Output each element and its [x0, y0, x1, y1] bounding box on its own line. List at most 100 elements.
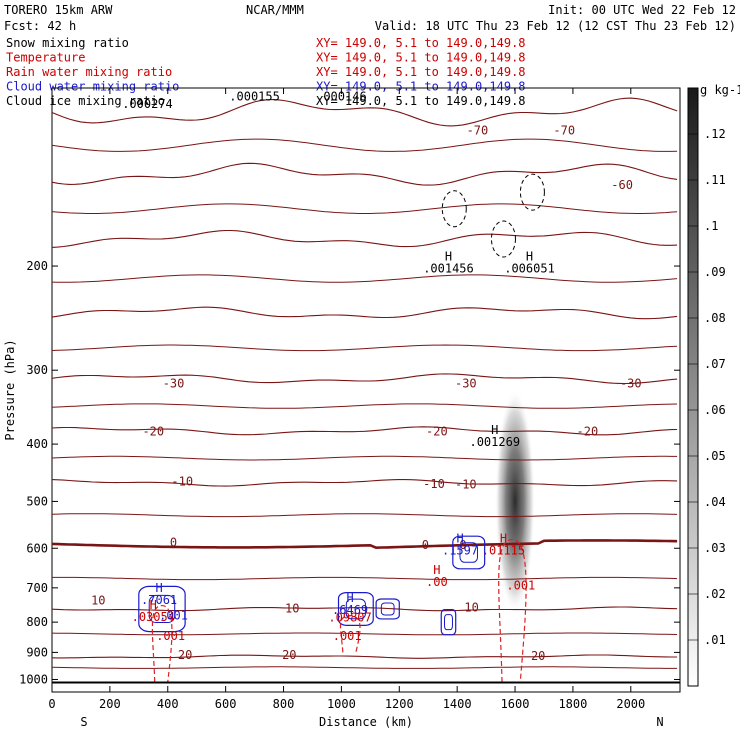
isotherm-label: -70	[467, 124, 489, 138]
isotherm-intermediate	[51, 632, 678, 636]
y-tick-label: 300	[26, 363, 48, 377]
x-tick-label: 1000	[327, 697, 356, 711]
isotherm-label: 0	[459, 538, 466, 552]
isotherm-label: -70	[553, 124, 575, 138]
isotherm-label: -30	[620, 377, 642, 391]
extremum-value: .1597	[442, 544, 478, 558]
isotherm-label: 0	[422, 538, 429, 552]
isotherm-label: -30	[163, 377, 185, 391]
cloud-water-contour	[138, 585, 186, 633]
isotherm--30	[51, 373, 678, 385]
colorbar-unit: g kg-1	[700, 83, 740, 97]
y-axis-label: Pressure (hPa)	[3, 339, 17, 440]
cloud-water-contour	[375, 598, 400, 620]
isotherm-intermediate	[52, 576, 678, 581]
x-tick-label: 1600	[501, 697, 530, 711]
extremum-value: .7061	[141, 593, 177, 607]
extremum-value: .001	[159, 609, 188, 623]
rain-water-contour	[151, 604, 173, 683]
extremum-value: .03054	[132, 610, 175, 624]
isotherm--50	[51, 229, 678, 248]
extremum-value: .001	[156, 629, 185, 643]
cloud-water-contour-inner	[444, 614, 453, 631]
x-tick-label: 400	[157, 697, 179, 711]
x-tick-label: 800	[273, 697, 295, 711]
colorbar-label: .03	[704, 541, 726, 555]
extremum-value: .6469	[332, 603, 368, 617]
y-tick-label: 900	[26, 645, 48, 659]
x-tick-label: 1200	[385, 697, 414, 711]
isotherm-label: 20	[282, 648, 296, 662]
legend-entry-name: Temperature	[6, 51, 85, 65]
extremum-marker: H	[445, 249, 452, 263]
forecast-hour: Fcst: 42 h	[4, 19, 76, 33]
legend: Snow mixing ratio XY= 149.0, 5.1 to 149.0…	[6, 36, 526, 108]
extremum-value: .001	[506, 578, 535, 592]
colorbar: .01 .02 .03 .04 .05 .06 .07 .08 .09 .1 .11 .12 g kg-…	[687, 83, 740, 687]
extremum-marker: H	[150, 598, 157, 612]
axes: 0 200 400 600 800 1000 1200 1400 1600 1800 2000200…	[19, 88, 680, 711]
legend-entry-xy: XY= 149.0, 5.1 to 149.0,149.8	[316, 94, 526, 108]
extremum-value: .006051	[504, 261, 555, 275]
isotherm--60	[51, 162, 678, 186]
extremum-value: .001	[333, 629, 362, 643]
isotherm-label: -10	[455, 477, 477, 491]
isotherm-label: -60	[611, 178, 633, 192]
isotherm-intermediate	[51, 403, 678, 409]
colorbar-label: .04	[704, 495, 726, 509]
isotherm-intermediate	[51, 344, 678, 352]
snow-shading	[495, 389, 536, 614]
extremum-value: .01115	[482, 544, 525, 558]
extremum-value: .09807	[328, 611, 371, 625]
y-tick-label: 400	[26, 437, 48, 451]
rain-water-contour	[498, 538, 527, 683]
isotherm-label: 20	[531, 649, 545, 663]
extremum-value: .000146	[316, 90, 367, 104]
extremum-marker: H	[155, 581, 162, 595]
legend-entry-xy: XY= 149.0, 5.1 to 149.0,149.8	[316, 36, 526, 50]
colorbar-label: .08	[704, 311, 726, 325]
cloud-water-contour	[440, 609, 457, 636]
isotherm-intermediate	[51, 203, 678, 214]
isotherm-0	[51, 539, 678, 550]
isotherm--20	[51, 426, 678, 436]
y-tick-label: 800	[26, 615, 48, 629]
isotherm-10	[51, 606, 678, 612]
legend-entry-name: Snow mixing ratio	[6, 36, 129, 50]
isotherm-label: 10	[285, 601, 299, 615]
isotherm--70	[51, 97, 678, 127]
colorbar-label: .1	[704, 219, 718, 233]
extremum-value: .001269	[469, 435, 520, 449]
isotherm-label: -30	[455, 377, 477, 391]
isotherm-intermediate	[51, 513, 678, 518]
extremum-marker: H	[433, 563, 440, 577]
legend-entry-name: Cloud water mixing ratio	[6, 80, 179, 94]
cloud-water-contour	[452, 535, 486, 570]
colorbar-label: .05	[704, 449, 726, 463]
init-time: Init: 00 UTC Wed 22 Feb 12	[548, 3, 736, 17]
cloud-ice-contour	[519, 173, 545, 211]
x-axis-label: Distance (km)	[319, 715, 413, 729]
x-tick-label: 1400	[443, 697, 472, 711]
plot-frame	[51, 87, 681, 693]
isotherm-label: 0	[170, 536, 177, 550]
cloud-ice-contour	[490, 220, 516, 258]
org-title: NCAR/MMM	[246, 3, 304, 17]
valid-time: Valid: 18 UTC Thu 23 Feb 12 (12 CST Thu …	[375, 19, 736, 33]
isotherm-label: -10	[171, 475, 193, 489]
cloud-water-contour-inner	[380, 602, 395, 616]
y-tick-label: 700	[26, 581, 48, 595]
cloud-water-contour-inner	[345, 598, 366, 620]
x-axis-south-label: S	[80, 715, 87, 729]
legend-entry-name: Rain water mixing ratio	[6, 65, 172, 79]
extremum-marker: H	[346, 591, 353, 605]
isotherm-intermediate	[51, 138, 678, 152]
extremum-marker: H	[526, 249, 533, 263]
colorbar-label: .07	[704, 357, 726, 371]
colorbar-label: .11	[704, 173, 726, 187]
y-tick-label: 600	[26, 541, 48, 555]
y-tick-label: 500	[26, 494, 48, 508]
x-tick-label: 200	[99, 697, 121, 711]
x-tick-label: 1800	[558, 697, 587, 711]
